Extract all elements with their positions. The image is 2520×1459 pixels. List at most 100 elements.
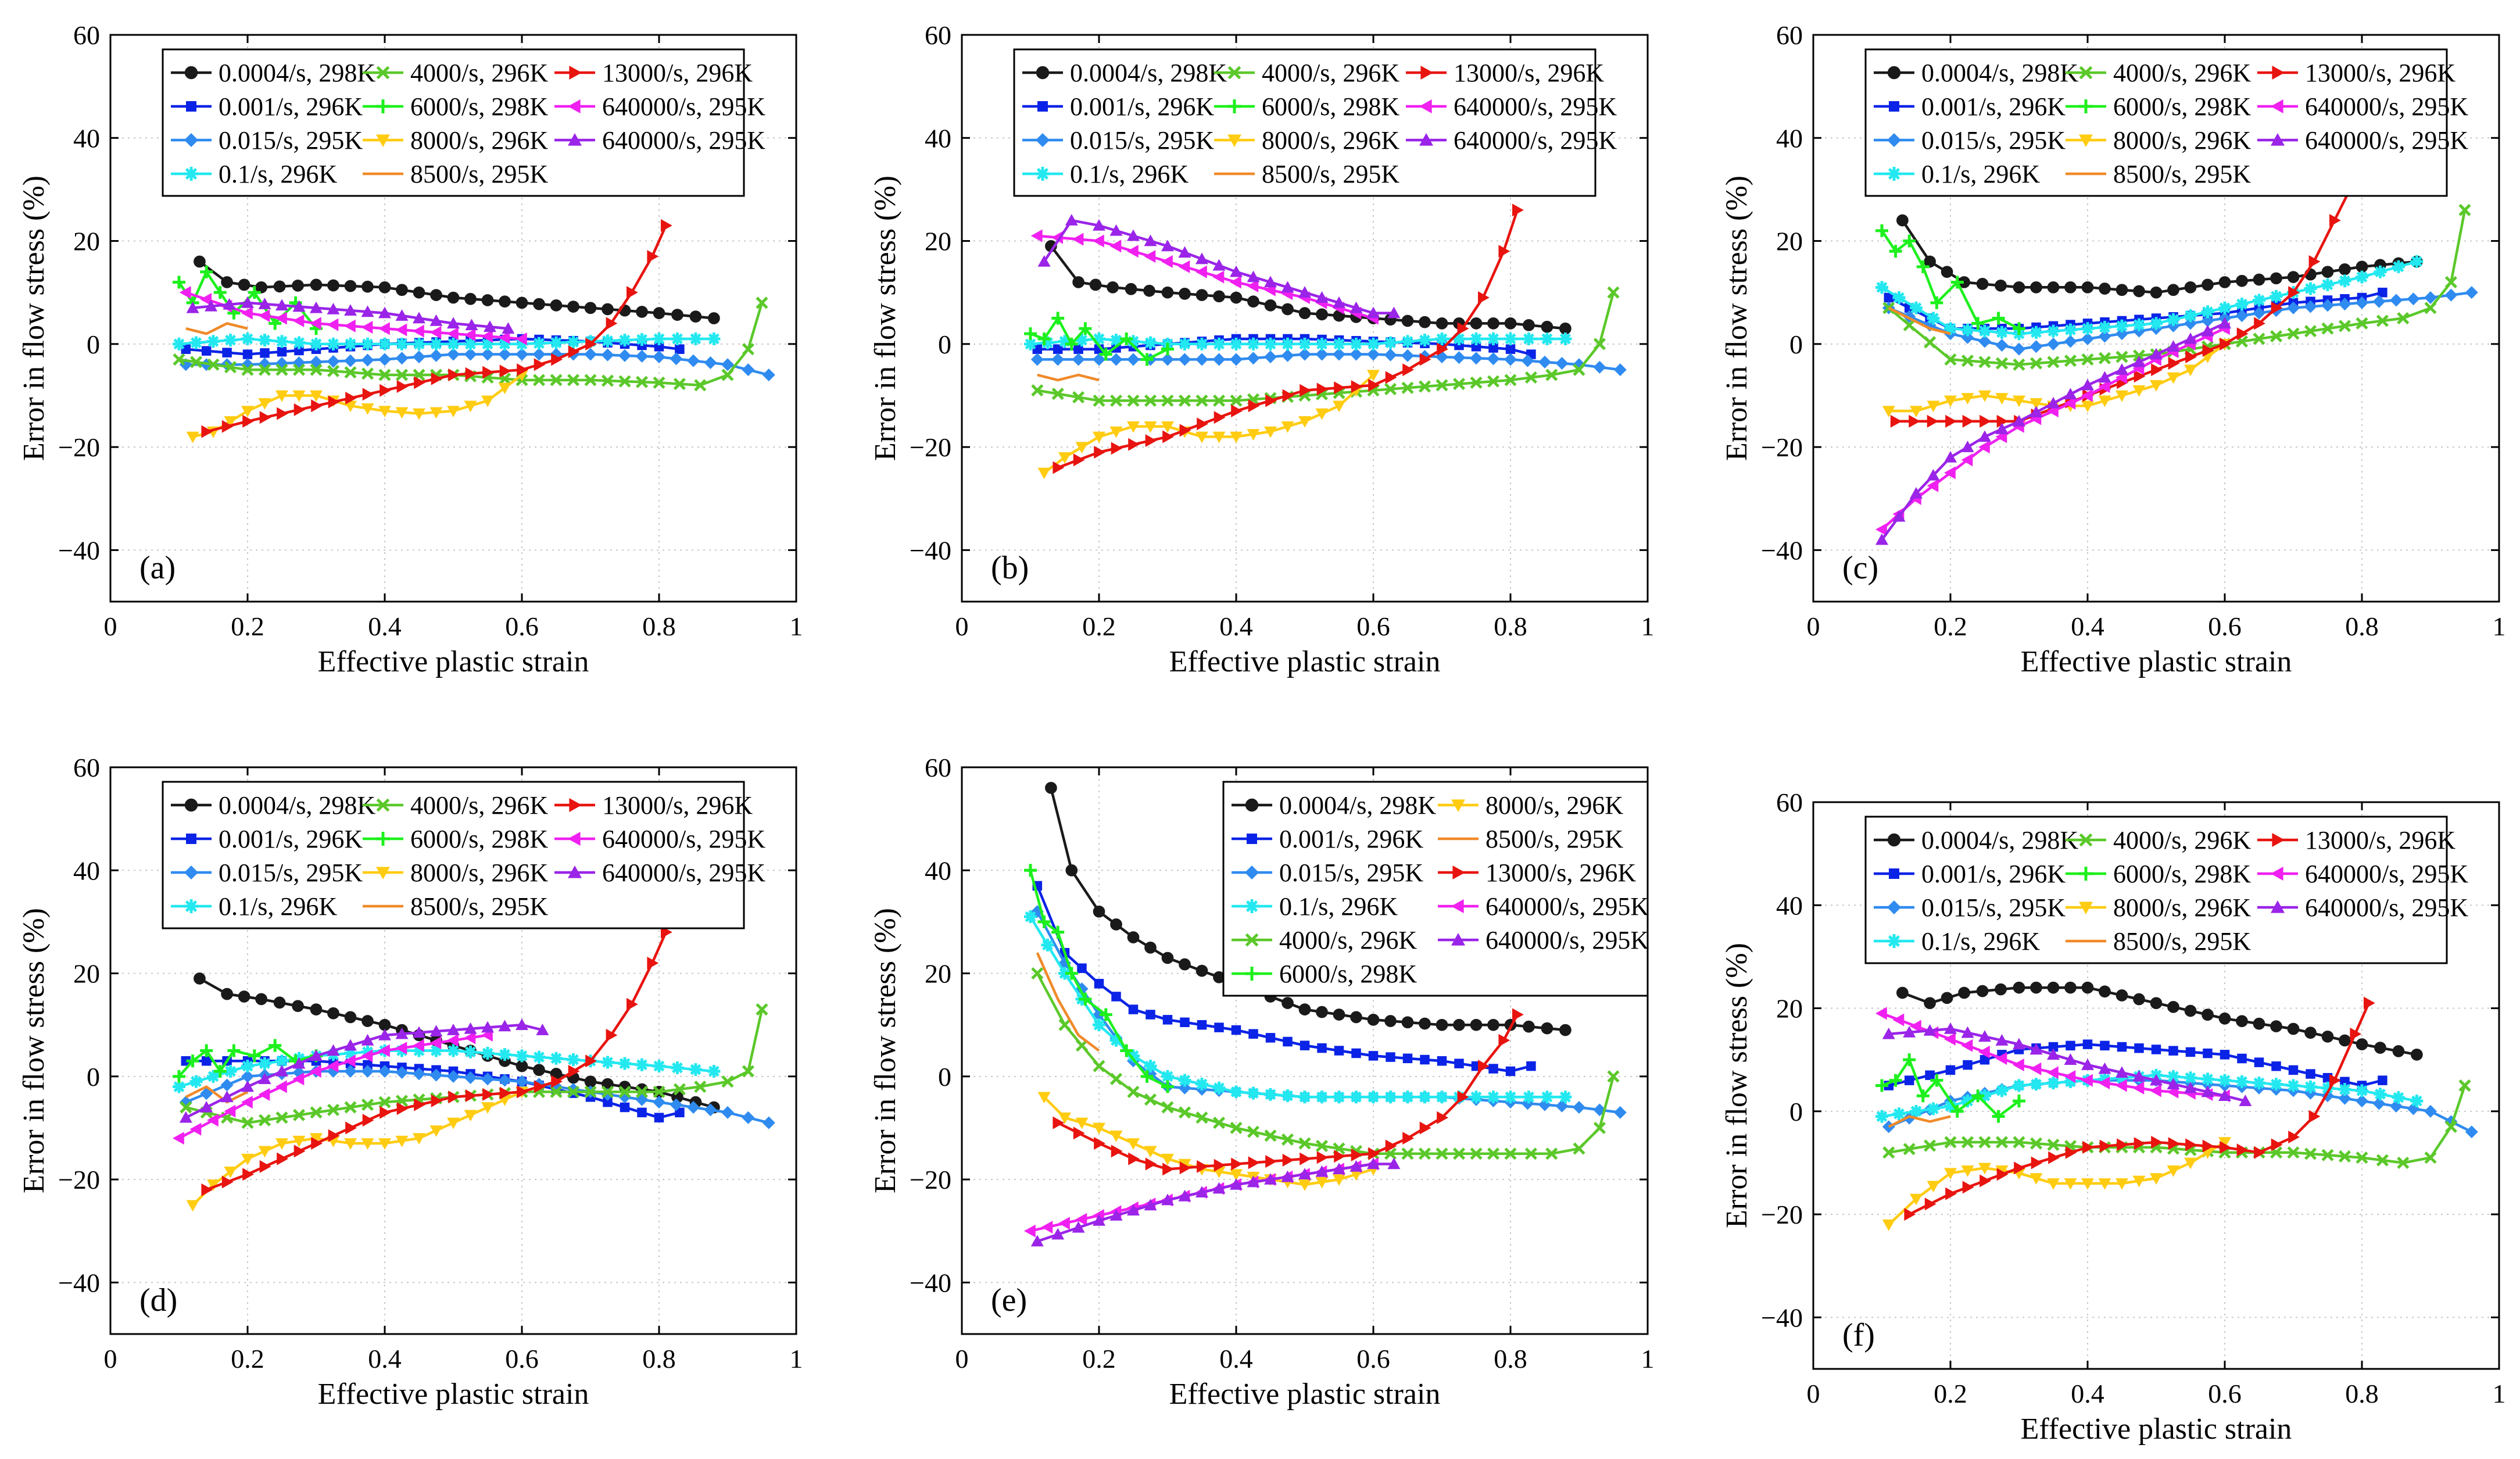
data-point bbox=[1593, 338, 1606, 351]
data-point bbox=[1368, 1147, 1380, 1160]
data-point bbox=[1041, 938, 1054, 952]
data-point bbox=[1212, 1081, 1226, 1095]
data-point bbox=[1093, 1214, 1105, 1226]
data-point bbox=[2218, 1089, 2231, 1102]
data-point bbox=[1976, 278, 1989, 290]
data-point bbox=[2288, 286, 2300, 299]
data-point bbox=[1945, 1065, 1956, 1075]
data-point bbox=[1944, 1032, 1956, 1046]
legend-entry: 0.0004/s, 298K bbox=[171, 59, 375, 87]
data-point bbox=[1992, 1110, 2005, 1123]
data-point bbox=[2132, 318, 2146, 331]
data-point bbox=[1230, 353, 1243, 366]
data-point bbox=[429, 337, 443, 351]
legend-entry: 640000/s, 295K bbox=[2257, 893, 2468, 922]
data-point bbox=[2029, 398, 2043, 410]
legend-marker bbox=[1887, 66, 1901, 80]
data-point bbox=[1487, 1147, 1500, 1160]
data-point bbox=[1368, 378, 1380, 392]
data-point bbox=[1127, 1085, 1140, 1098]
legend-entry: 0.015/s, 295K bbox=[1874, 893, 2066, 922]
data-point bbox=[1402, 1132, 1414, 1145]
data-point bbox=[1195, 394, 1208, 407]
legend-marker bbox=[184, 133, 198, 147]
data-point bbox=[2356, 317, 2368, 330]
data-point bbox=[1505, 344, 1516, 354]
data-point bbox=[1072, 391, 1085, 403]
data-point bbox=[447, 1117, 460, 1129]
legend-entry: 0.1/s, 296K bbox=[1874, 927, 2040, 956]
data-point bbox=[1927, 312, 1940, 325]
data-point bbox=[344, 337, 357, 351]
data-point bbox=[1418, 334, 1431, 347]
data-point bbox=[1110, 918, 1122, 931]
data-point bbox=[1470, 317, 1483, 330]
data-point bbox=[1093, 332, 1105, 345]
data-point bbox=[1950, 276, 1964, 289]
legend-label: 4000/s, 296K bbox=[1262, 59, 1399, 87]
data-point bbox=[1144, 1093, 1157, 1106]
data-point bbox=[2201, 1085, 2214, 1097]
data-point bbox=[2321, 299, 2334, 312]
data-point bbox=[207, 1179, 220, 1191]
data-point bbox=[2167, 1070, 2180, 1083]
legend-label: 13000/s, 296K bbox=[602, 59, 753, 87]
legend-marker bbox=[376, 798, 390, 812]
data-point bbox=[1248, 399, 1260, 413]
legend-marker bbox=[376, 134, 390, 147]
data-point bbox=[2047, 1048, 2060, 1060]
data-point bbox=[1944, 1136, 1957, 1149]
y-tick-label: −20 bbox=[58, 1165, 100, 1195]
legend-entry: 6000/s, 298K bbox=[363, 825, 548, 853]
data-point bbox=[533, 1064, 545, 1077]
data-point bbox=[275, 312, 287, 325]
data-point bbox=[1333, 296, 1345, 308]
data-point bbox=[1401, 349, 1414, 362]
data-point bbox=[2098, 371, 2111, 383]
legend-entry: 6000/s, 298K bbox=[2066, 860, 2251, 888]
data-point bbox=[1607, 1070, 1620, 1083]
data-point bbox=[189, 1075, 203, 1088]
legend-entry: 640000/s, 295K bbox=[1438, 926, 1649, 954]
data-point bbox=[2013, 1136, 2025, 1149]
legend-marker bbox=[2079, 833, 2093, 847]
data-point bbox=[1488, 343, 1498, 353]
data-point bbox=[1367, 1090, 1380, 1104]
data-point bbox=[1350, 337, 1363, 351]
data-point bbox=[1265, 1033, 1276, 1043]
data-point bbox=[2392, 1091, 2405, 1104]
data-point bbox=[1607, 286, 1620, 299]
y-tick-label: 40 bbox=[73, 856, 100, 885]
data-point bbox=[1058, 1018, 1071, 1031]
data-point bbox=[1127, 229, 1140, 241]
data-point bbox=[1212, 394, 1226, 407]
data-point bbox=[1298, 1137, 1311, 1150]
data-point bbox=[447, 348, 460, 361]
data-point bbox=[2029, 1062, 2042, 1075]
data-point bbox=[2424, 291, 2437, 305]
data-point bbox=[2376, 314, 2389, 327]
legend-label: 640000/s, 295K bbox=[602, 92, 765, 121]
data-point bbox=[1195, 964, 1208, 977]
data-point bbox=[2372, 1097, 2386, 1110]
data-point bbox=[2338, 1083, 2351, 1096]
legend-entry: 0.001/s, 296K bbox=[171, 825, 363, 853]
data-point bbox=[2047, 324, 2060, 338]
legend-entry: 8500/s, 295K bbox=[2066, 927, 2251, 956]
data-point bbox=[258, 398, 271, 410]
data-point bbox=[378, 1044, 390, 1057]
data-point bbox=[2014, 1161, 2025, 1175]
y-tick-label: 60 bbox=[1776, 788, 1803, 817]
legend-label: 13000/s, 296K bbox=[1485, 859, 1636, 887]
data-point bbox=[200, 1101, 213, 1113]
data-point bbox=[2064, 981, 2077, 994]
data-point bbox=[1041, 336, 1054, 349]
data-point bbox=[1161, 1080, 1174, 1093]
data-point bbox=[670, 1098, 683, 1111]
data-point bbox=[2013, 1079, 2025, 1092]
data-point bbox=[567, 1053, 580, 1067]
data-point bbox=[2184, 1081, 2197, 1093]
data-point bbox=[2150, 380, 2163, 392]
data-point bbox=[1593, 1121, 1606, 1135]
x-tick-label: 1 bbox=[2493, 612, 2506, 641]
